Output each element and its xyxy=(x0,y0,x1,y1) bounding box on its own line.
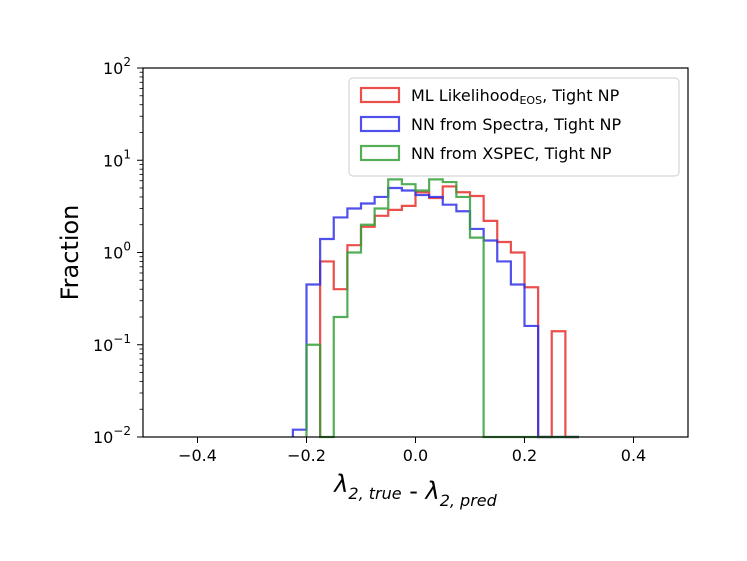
x-tick-label: 0.0 xyxy=(403,446,428,465)
legend-item: NN from Spectra, Tight NP xyxy=(359,115,621,134)
series-nn-from-spectra xyxy=(291,186,579,439)
histogram-bin xyxy=(402,206,416,437)
histogram-bin xyxy=(334,217,348,437)
histogram-bin xyxy=(497,261,511,437)
y-tick-label: 100 xyxy=(103,240,131,263)
x-tick-label: −0.4 xyxy=(178,446,217,465)
histogram-bin xyxy=(320,239,334,437)
y-tick-label: 10−2 xyxy=(93,424,131,447)
histogram-bin xyxy=(484,221,498,437)
histogram-bin xyxy=(416,195,430,437)
legend-swatch xyxy=(359,144,401,162)
series-step-line xyxy=(291,186,579,439)
histogram-bin xyxy=(361,227,375,437)
legend-swatch xyxy=(359,115,401,133)
histogram-bin xyxy=(429,197,443,437)
legend: ML LikelihoodEOS, Tight NP NN from Spectr… xyxy=(348,77,680,177)
histogram-bin xyxy=(443,186,457,437)
legend-item: NN from XSPEC, Tight NP xyxy=(359,144,612,163)
histogram-bin xyxy=(525,326,539,437)
histogram-bin xyxy=(375,208,389,437)
histogram-bin xyxy=(334,289,348,437)
histogram-bin xyxy=(361,203,375,437)
histogram-bin xyxy=(347,245,361,437)
y-tick-label: 10−1 xyxy=(93,332,131,355)
histogram-bin xyxy=(320,261,334,437)
histogram-bin xyxy=(347,208,361,437)
histogram-bin xyxy=(484,240,498,437)
x-tick-label: 0.2 xyxy=(512,446,537,465)
histogram-bin xyxy=(443,205,457,437)
histogram-bin xyxy=(443,182,457,437)
histogram-bin xyxy=(334,317,348,437)
histogram-bin xyxy=(388,210,402,437)
y-tick-label: 101 xyxy=(103,147,131,170)
histogram-bin xyxy=(416,190,430,437)
histogram-bin xyxy=(375,216,389,437)
histogram-bin xyxy=(402,190,416,437)
histogram-bin xyxy=(552,331,566,437)
histogram-bin xyxy=(470,238,484,437)
x-axis-ticks: −0.4 −0.2 0.0 0.2 0.4 xyxy=(178,437,646,465)
y-axis-ticks: 10−2 10−1 100 101 102 xyxy=(93,55,143,447)
legend-swatch xyxy=(359,86,401,104)
histogram-bin xyxy=(307,284,321,437)
histogram-bin xyxy=(402,184,416,437)
histogram-bin xyxy=(511,284,525,437)
histogram-bin xyxy=(361,225,375,437)
histogram-bin xyxy=(525,287,539,437)
series-ml-likelihood xyxy=(319,185,579,439)
x-tick-label: 0.4 xyxy=(621,446,646,465)
histogram-bin xyxy=(511,253,525,438)
histogram-bin xyxy=(388,188,402,437)
y-axis-title: Fraction xyxy=(56,205,84,301)
y-tick-label: 102 xyxy=(103,55,131,78)
histogram-bin xyxy=(307,345,321,437)
histogram-bin xyxy=(429,179,443,437)
histogram-bin xyxy=(375,197,389,437)
series-step-line xyxy=(319,185,579,439)
x-tick-label: −0.2 xyxy=(287,446,326,465)
legend-label: ML LikelihoodEOS, Tight NP xyxy=(411,86,620,107)
legend-label: NN from Spectra, Tight NP xyxy=(411,115,621,134)
histogram-bin xyxy=(416,192,430,437)
histogram-bin xyxy=(497,242,511,437)
histogram-bin xyxy=(456,192,470,437)
histogram-bin xyxy=(347,253,361,438)
histogram-bin xyxy=(456,197,470,437)
legend-label: NN from XSPEC, Tight NP xyxy=(411,144,612,163)
histogram-bin xyxy=(470,196,484,437)
histogram-bin xyxy=(470,229,484,437)
histogram-series-layer xyxy=(291,178,579,439)
histogram-bin xyxy=(388,179,402,437)
histogram-bin xyxy=(456,211,470,437)
x-axis-title: λ2, true - λ2, pred xyxy=(332,470,497,510)
histogram-bin xyxy=(429,198,443,437)
legend-box xyxy=(348,77,680,177)
legend-item: ML LikelihoodEOS, Tight NP xyxy=(359,86,620,107)
